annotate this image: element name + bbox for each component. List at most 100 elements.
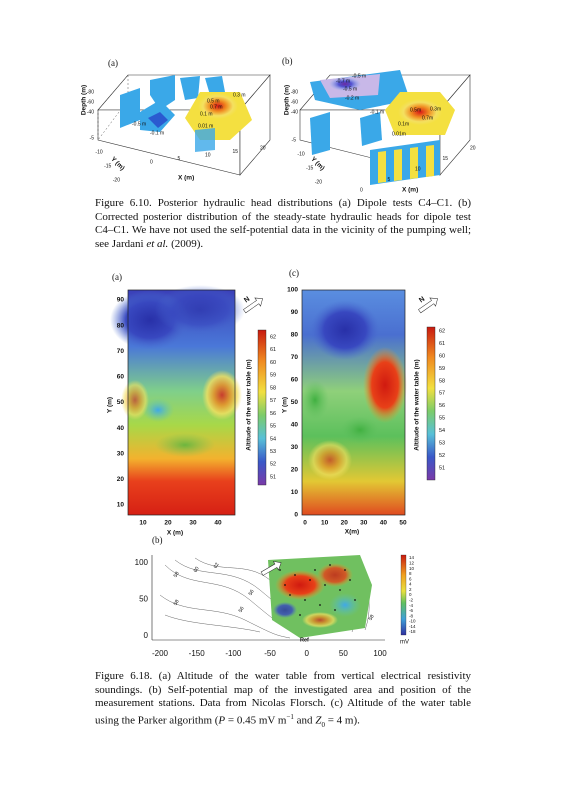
panel-label: (b) [282,56,293,66]
water-table-map-c: N [301,289,438,516]
z-tick-label: -40 [87,109,94,115]
x-tick-label: 40 [380,520,388,527]
caption-text: = 0.45 mV m [225,714,287,727]
colorbar-tick-label: 53 [439,441,445,447]
x-tick-label: 10 [205,152,211,158]
x-tick-label: 10 [321,520,329,527]
y-tick-label: -5 [90,135,95,141]
y-tick-label: -5 [292,137,297,143]
axis-label: Y (m) [109,156,125,172]
caption-text: (a) Altitude of the water table from ver… [95,670,471,727]
colorbar-tick-label: 61 [439,341,445,347]
contour-label: 58 [173,571,181,579]
colorbar-tick-label: 51 [270,474,276,480]
y-tick-label: 60 [117,374,125,381]
colorbar-tick-label: 62 [270,334,276,340]
contour-label: 0.01m [392,131,406,137]
colorbar-tick-label: -14 [409,624,416,629]
colorbar-tick-label: 8 [409,571,412,576]
colorbar-tick-label: -4 [409,603,413,608]
caption-italic: et al. [146,237,169,250]
x-tick-label: 10 [139,520,147,527]
block-plot-b [299,70,471,185]
colorbar-tick-label: 57 [270,398,276,404]
x-tick-label: 15 [443,156,449,162]
north-arrow: N [243,296,263,314]
contour-label: -0.7 m [336,78,350,84]
x-tick-label: 0 [303,520,307,527]
axis-label: Depth (m) [284,85,291,115]
caption-label: Figure 6.18. [95,670,153,682]
contour-label: 0.01 m [198,123,213,129]
contour-label: 62 [213,562,221,570]
contour-label: -0.5 m [352,73,366,79]
x-tick-label: 30 [360,520,368,527]
self-potential-map [151,554,407,641]
colorbar-tick-label: 14 [409,555,415,560]
x-tick-label: 50 [399,520,407,527]
water-table-map-a: N [110,285,267,516]
colorbar-tick-label: 59 [439,366,445,372]
contour-label: 0.5m [410,107,421,113]
caption-text: = 4 m). [324,714,360,727]
colorbar-tick-label: 57 [439,391,445,397]
caption-text: Posterior hydraulic head distributions (… [95,197,471,250]
y-tick-label: 90 [291,309,299,316]
x-tick-label: 0 [304,649,309,658]
caption-text: (2009). [168,237,204,250]
y-tick-label: 90 [117,297,125,304]
contour-label: 0.3 m [233,92,246,98]
y-tick-label: 10 [117,502,125,509]
north-arrow [260,561,282,576]
y-tick-label: 0 [144,631,149,640]
panel-label: (b) [152,535,163,545]
axis-label: X (m) [178,175,194,182]
y-tick-label: -20 [113,177,120,183]
y-tick-label: 100 [287,287,298,294]
y-tick-label: -10 [95,149,102,155]
block-plot-a [97,74,271,176]
x-tick-label: 5 [178,156,181,162]
axis-label: Depth (m) [81,85,88,115]
x-tick-label: 5 [388,177,391,183]
x-tick-label: -100 [225,649,242,658]
contour-label: 60 [193,566,201,574]
colorbar-tick-label: 0 [409,592,412,597]
contour-label: -0.5 m [343,86,357,92]
colorbar-tick-label: 58 [439,378,445,384]
contour-label: 0.7m [422,115,433,121]
caption-label: Figure 6.10. [95,197,152,209]
reference-label: Ref [300,637,309,643]
y-tick-label: 30 [291,444,299,451]
colorbar-tick-label: 58 [270,385,276,391]
y-tick-label: 20 [291,467,299,474]
contour-label: -0.1 m [150,130,164,136]
colorbar-tick-label: -18 [409,629,416,634]
colorbar-tick-label: 62 [439,328,445,334]
colorbar-tick-label: -10 [409,619,416,624]
x-tick-label: -200 [152,649,169,658]
y-tick-label: 50 [139,595,148,604]
contour-label: 0.1 m [200,111,213,117]
caption-variable: Z [315,714,322,727]
z-tick-label: -80 [291,89,298,95]
colorbar-tick-label: 55 [439,416,445,422]
colorbar-tick-label: 60 [439,353,445,359]
y-tick-label: 100 [135,558,149,567]
caption-exponent: −1 [286,712,294,721]
y-tick-label: 20 [117,476,125,483]
colorbar-tick-label: 4 [409,582,412,587]
y-tick-label: 60 [291,377,299,384]
x-tick-label: 100 [373,649,387,658]
colorbar-unit: mV [400,640,409,646]
colorbar-tick-label: 56 [270,411,276,417]
y-tick-label: 50 [117,399,125,406]
colorbar-tick-label: 59 [270,373,276,379]
y-tick-label: -15 [306,165,313,171]
svg-text:N: N [243,296,251,305]
y-tick-label: 40 [291,422,299,429]
x-tick-label: 30 [189,520,197,527]
y-tick-label: 50 [291,399,299,406]
